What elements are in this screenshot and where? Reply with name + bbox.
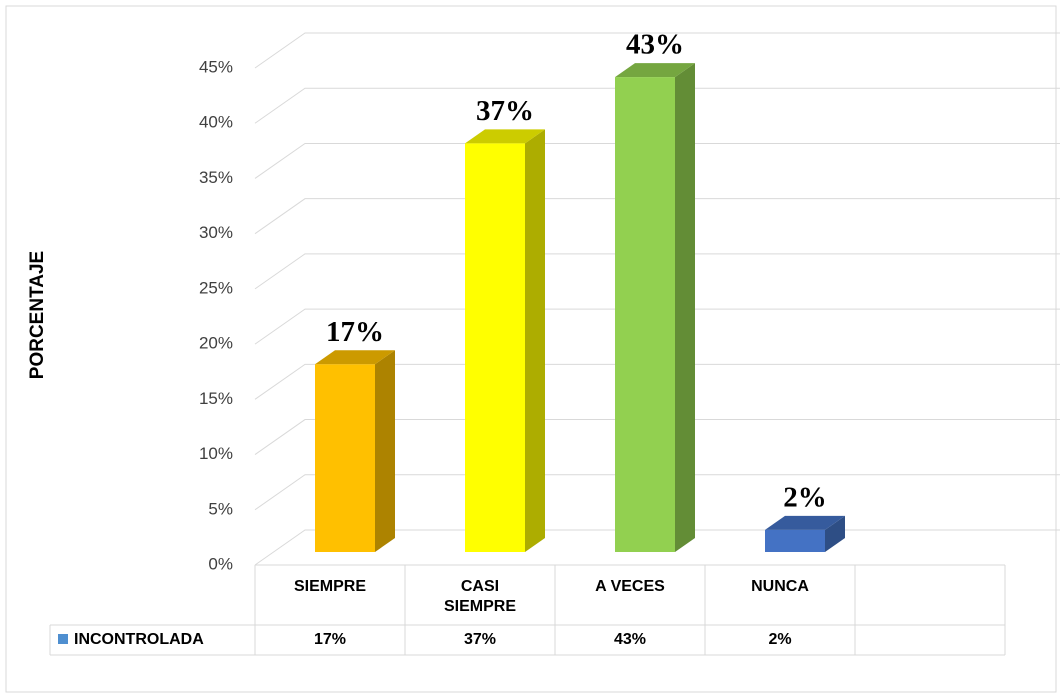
x-tick-cell: CASI SIEMPRE (443, 578, 516, 615)
x-tick-cell: A VECES (595, 578, 665, 595)
y-tick-label: 30% (199, 223, 233, 242)
grid-line (254, 253, 1060, 290)
value-label: 43% (626, 29, 684, 61)
legend-key (58, 634, 68, 644)
y-axis-title: PORCENTAJE (27, 251, 48, 379)
x-tick-cell: SIEMPRE (293, 578, 366, 595)
bar-front (615, 77, 675, 552)
y-tick-label: 15% (199, 389, 233, 408)
bar (615, 63, 695, 552)
value-label: 2% (783, 482, 827, 514)
grid-line (254, 32, 1060, 69)
x-tick-label: CASI SIEMPRE (443, 578, 516, 615)
value-label: 17% (326, 316, 384, 348)
grid-line (254, 87, 1060, 124)
bar-top (765, 515, 845, 530)
table-value: 17% (314, 631, 346, 648)
y-tick-label: 40% (199, 113, 233, 132)
bar-top (615, 63, 695, 78)
bar-side (675, 63, 695, 552)
table-value: 2% (768, 631, 791, 648)
grid-line (254, 308, 1060, 345)
y-tick-label: 5% (208, 499, 233, 518)
bar (465, 129, 545, 552)
table-value: 43% (614, 631, 646, 648)
bar (765, 515, 845, 552)
y-tick-label: 35% (199, 168, 233, 187)
x-tick-label: SIEMPRE (293, 578, 366, 595)
grid-line (254, 142, 1060, 179)
legend-label: INCONTROLADA (74, 631, 204, 648)
bar-front (315, 364, 375, 552)
x-tick-label: NUNCA (751, 578, 809, 595)
grid-line (254, 474, 1060, 511)
bar-front (465, 143, 525, 552)
bar-top (465, 129, 545, 144)
y-tick-label: 10% (199, 444, 233, 463)
grid-line (254, 363, 1060, 400)
bar-side (825, 515, 845, 552)
bar-side (525, 129, 545, 552)
x-tick-cell: NUNCA (751, 578, 809, 595)
bar-front (765, 529, 825, 552)
table-value: 37% (464, 631, 496, 648)
y-tick-label: 20% (199, 334, 233, 353)
grid-line (254, 419, 1060, 455)
bar-side (375, 350, 395, 552)
grid-line (254, 198, 1060, 235)
value-label: 37% (476, 95, 534, 127)
y-tick-label: 0% (208, 554, 233, 573)
y-tick-label: 25% (199, 278, 233, 297)
bar-top (315, 350, 395, 365)
y-tick-label: 45% (199, 57, 233, 76)
x-tick-label: A VECES (595, 578, 665, 595)
bar (315, 350, 395, 552)
